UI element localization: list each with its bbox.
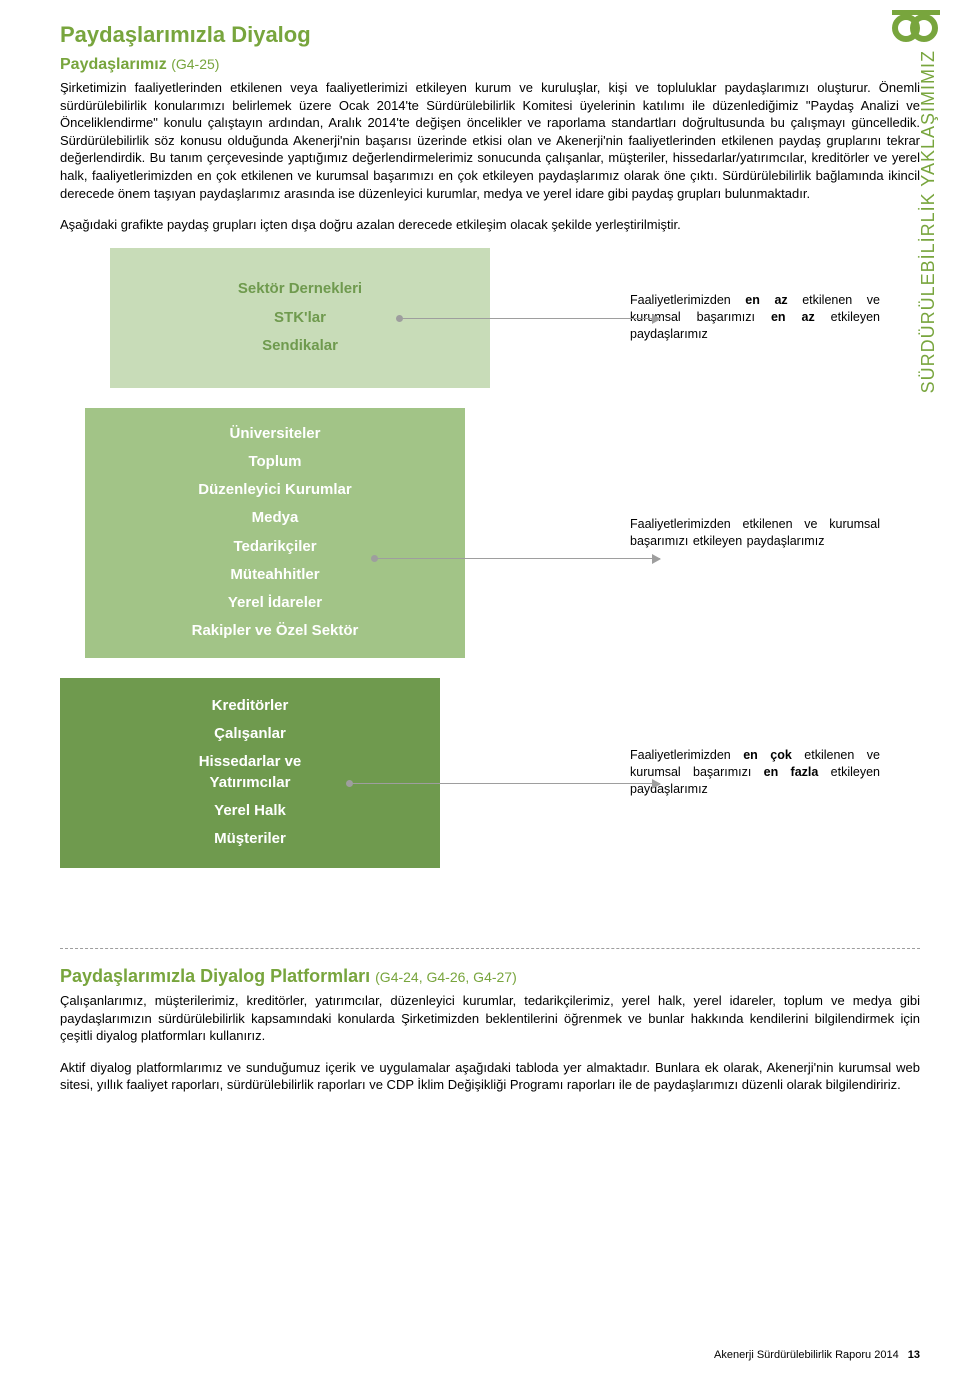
platform-gri-code: (G4-24, G4-26, G4-27) [375,969,517,985]
mid-item: Üniversiteler [230,424,321,444]
diagram-row-inner: Kreditörler Çalışanlar Hissedarlar ve Ya… [60,678,880,868]
connector-line [350,783,660,784]
outer-item: STK'lar [274,308,326,328]
inner-item: Müşteriler [214,829,286,849]
platform-title: Paydaşlarımızla Diyalog Platformları [60,966,370,986]
inner-item: Kreditörler [212,696,289,716]
diagram-row-outer: Sektör Dernekleri STK'lar Sendikalar Faa… [110,248,880,388]
desc-inner: Faaliyetlerimizden en çok etkilenen ve k… [630,747,880,798]
dashed-separator [60,948,920,949]
arrow-right-icon [652,779,661,789]
mid-item: Medya [252,508,299,528]
main-title: Paydaşlarımızla Diyalog [60,20,920,50]
mid-item: Tedarikçiler [233,537,316,557]
stakeholder-diagram: Sektör Dernekleri STK'lar Sendikalar Faa… [60,248,880,868]
footer-text: Akenerji Sürdürülebilirlik Raporu 2014 [714,1349,899,1361]
inner-item: Hissedarlar ve Yatırımcılar [175,752,325,793]
diagram-row-mid: Üniversiteler Toplum Düzenleyici Kurumla… [85,408,880,658]
connector-line [400,318,660,319]
company-logo-icon [892,6,940,55]
page-footer: Akenerji Sürdürülebilirlik Raporu 2014 1… [714,1348,920,1363]
mid-item: Yerel İdareler [228,593,322,613]
inner-item: Çalışanlar [214,724,286,744]
arrow-right-icon [652,554,661,564]
box-inner: Kreditörler Çalışanlar Hissedarlar ve Ya… [60,678,440,868]
side-vertical-label: SÜRDÜRÜLEBİLİRLİK YAKLAŞIMIMIZ [916,50,940,393]
page-number: 13 [908,1349,920,1361]
platform-paragraph-1: Çalışanlarımız, müşterilerimiz, kreditör… [60,992,920,1045]
subtitle: Paydaşlarımız [60,56,167,73]
outer-item: Sektör Dernekleri [238,279,362,299]
inner-item: Yerel Halk [214,801,286,821]
intro-paragraph-2: Aşağıdaki grafikte paydaş grupları içten… [60,216,920,234]
outer-item: Sendikalar [262,336,338,356]
mid-item: Düzenleyici Kurumlar [198,480,351,500]
desc-outer: Faaliyetlerimizden en az etkilenen ve ku… [630,292,880,343]
mid-item: Müteahhitler [230,565,319,585]
arrow-right-icon [652,314,661,324]
intro-paragraph-1: Şirketimizin faaliyetlerinden etkilenen … [60,79,920,202]
box-mid: Üniversiteler Toplum Düzenleyici Kurumla… [85,408,465,658]
mid-item: Rakipler ve Özel Sektör [192,621,359,641]
platform-paragraph-2: Aktif diyalog platformlarımız ve sunduğu… [60,1059,920,1094]
connector-line [375,558,660,559]
desc-mid: Faaliyetlerimizden etkilenen ve kurumsal… [630,516,880,550]
mid-item: Toplum [248,452,301,472]
subtitle-gri-code: (G4-25) [171,56,219,72]
